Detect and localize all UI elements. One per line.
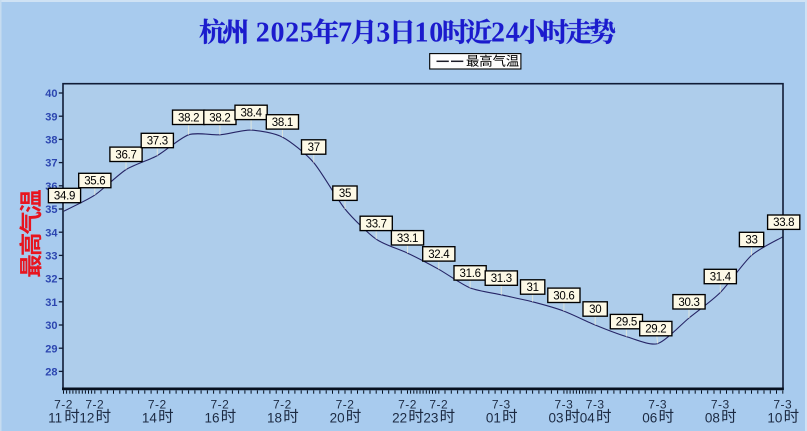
svg-text:7-3: 7-3 xyxy=(586,397,605,411)
svg-text:7-3: 7-3 xyxy=(648,397,667,411)
svg-text:10: 10 xyxy=(767,410,782,425)
svg-text:0: 0 xyxy=(271,18,285,49)
svg-text:32.4: 32.4 xyxy=(428,249,450,261)
svg-text:30.6: 30.6 xyxy=(553,290,574,302)
svg-text:30: 30 xyxy=(45,320,57,332)
svg-text:33: 33 xyxy=(745,235,757,247)
svg-text:7-2: 7-2 xyxy=(148,397,167,411)
svg-text:7: 7 xyxy=(338,18,352,49)
svg-text:30.3: 30.3 xyxy=(678,297,699,309)
svg-text:7-2: 7-2 xyxy=(398,397,417,411)
svg-text:35: 35 xyxy=(45,204,57,216)
svg-text:7-2: 7-2 xyxy=(210,397,229,411)
svg-text:7-3: 7-3 xyxy=(711,397,730,411)
svg-text:7-2: 7-2 xyxy=(54,397,73,411)
svg-text:01: 01 xyxy=(486,410,501,425)
svg-text:14: 14 xyxy=(142,410,158,425)
svg-text:5: 5 xyxy=(300,18,314,49)
svg-text:7-2: 7-2 xyxy=(273,397,292,411)
svg-text:06: 06 xyxy=(642,410,657,425)
svg-text:11: 11 xyxy=(48,410,62,425)
svg-text:7-3: 7-3 xyxy=(773,397,792,411)
svg-text:33.1: 33.1 xyxy=(397,233,418,245)
svg-text:38.2: 38.2 xyxy=(178,112,199,124)
svg-text:31.6: 31.6 xyxy=(460,268,481,280)
svg-text:7-2: 7-2 xyxy=(85,397,104,411)
svg-text:12: 12 xyxy=(79,410,94,425)
svg-text:31: 31 xyxy=(526,282,538,294)
svg-text:7-2: 7-2 xyxy=(429,397,448,411)
svg-text:37: 37 xyxy=(45,158,57,170)
svg-text:35: 35 xyxy=(339,188,351,200)
svg-text:38: 38 xyxy=(45,135,57,147)
svg-text:29.5: 29.5 xyxy=(616,317,637,329)
svg-text:33.8: 33.8 xyxy=(773,217,794,229)
svg-text:39: 39 xyxy=(45,111,57,123)
svg-text:37: 37 xyxy=(308,142,320,154)
svg-text:7-3: 7-3 xyxy=(554,397,573,411)
svg-text:38.2: 38.2 xyxy=(209,112,230,124)
svg-text:16: 16 xyxy=(205,410,220,425)
svg-text:30: 30 xyxy=(589,304,601,316)
svg-text:31: 31 xyxy=(45,297,57,309)
svg-text:40: 40 xyxy=(45,88,57,100)
svg-text:3: 3 xyxy=(376,18,390,49)
svg-text:29: 29 xyxy=(45,343,57,355)
svg-text:04: 04 xyxy=(580,410,596,425)
svg-text:38.1: 38.1 xyxy=(272,117,293,129)
svg-text:18: 18 xyxy=(267,410,282,425)
svg-text:34: 34 xyxy=(45,227,58,239)
svg-text:03: 03 xyxy=(549,410,564,425)
svg-text:32: 32 xyxy=(45,274,57,286)
svg-text:33: 33 xyxy=(45,251,57,263)
svg-text:31.4: 31.4 xyxy=(710,272,732,284)
svg-text:33.7: 33.7 xyxy=(366,218,387,230)
svg-text:20: 20 xyxy=(330,410,345,425)
svg-text:29.2: 29.2 xyxy=(645,324,666,336)
svg-text:4: 4 xyxy=(506,18,520,49)
svg-text:34.9: 34.9 xyxy=(54,191,75,203)
svg-text:36.7: 36.7 xyxy=(115,149,136,161)
svg-text:2: 2 xyxy=(256,18,270,49)
svg-text:31.3: 31.3 xyxy=(491,273,512,285)
svg-text:0: 0 xyxy=(429,18,443,49)
svg-text:2: 2 xyxy=(491,18,505,49)
svg-text:1: 1 xyxy=(415,18,429,49)
svg-text:35.6: 35.6 xyxy=(84,176,105,188)
svg-text:23: 23 xyxy=(423,410,438,425)
svg-text:08: 08 xyxy=(705,410,720,425)
svg-text:28: 28 xyxy=(45,367,57,379)
svg-text:22: 22 xyxy=(392,410,407,425)
svg-text:2: 2 xyxy=(285,18,299,49)
svg-text:38.4: 38.4 xyxy=(241,107,263,119)
svg-text:7-3: 7-3 xyxy=(492,397,511,411)
svg-text:37.3: 37.3 xyxy=(147,136,168,148)
svg-text:7-2: 7-2 xyxy=(336,397,355,411)
